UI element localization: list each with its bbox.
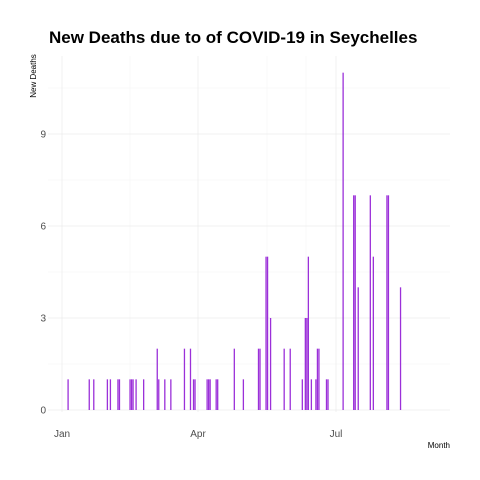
bar: [233, 348, 235, 410]
bar: [257, 348, 260, 410]
bar: [318, 348, 320, 410]
bar: [206, 379, 208, 410]
bar: [88, 379, 90, 410]
bar: [118, 379, 121, 410]
bar: [215, 379, 217, 410]
x-axis-title: Month: [428, 441, 450, 450]
bar: [109, 379, 112, 410]
bar: [117, 379, 119, 410]
y-tick-label: 0: [40, 406, 46, 417]
y-tick-label: 6: [40, 222, 46, 233]
bar: [301, 379, 303, 410]
bar: [387, 195, 390, 410]
bar: [372, 256, 374, 410]
x-tick-label: Jan: [54, 429, 70, 440]
bar: [354, 195, 356, 410]
bar: [156, 348, 158, 410]
bar: [217, 379, 219, 410]
bar: [194, 379, 196, 410]
bar: [399, 287, 402, 410]
bar: [307, 256, 310, 410]
x-axis-ticks: Jan Apr Jul: [54, 429, 342, 440]
bar: [129, 379, 131, 410]
bar: [67, 379, 69, 410]
bar: [158, 379, 160, 410]
bar: [325, 379, 328, 410]
bar: [93, 379, 95, 410]
y-axis-ticks: 0 3 6 9: [40, 130, 46, 417]
y-tick-label: 9: [40, 130, 46, 141]
chart-title: New Deaths due to of COVID-19 in Seychel…: [49, 28, 417, 47]
bar: [269, 318, 272, 410]
gridlines: [48, 56, 450, 412]
bar: [192, 379, 195, 410]
bar: [316, 348, 319, 410]
bar: [304, 318, 306, 410]
bar: [164, 379, 166, 410]
bar: [209, 379, 211, 410]
bar: [353, 195, 355, 410]
bar: [283, 348, 285, 410]
x-tick-label: Jul: [330, 429, 343, 440]
bar: [357, 287, 359, 410]
bar: [132, 379, 134, 410]
bars: [67, 72, 402, 411]
bar: [266, 256, 269, 410]
y-tick-label: 3: [40, 314, 46, 325]
bar: [289, 348, 291, 410]
bar: [242, 379, 245, 410]
bar: [259, 348, 261, 410]
bar: [143, 379, 145, 410]
bar: [130, 379, 133, 410]
bar: [369, 195, 371, 410]
bar: [386, 195, 388, 410]
bar: [310, 379, 313, 410]
bar: [327, 379, 329, 410]
bar: [135, 379, 137, 410]
bar: [183, 348, 186, 410]
y-axis-title: New Deaths: [29, 54, 38, 98]
bar: [207, 379, 210, 410]
bar: [315, 379, 317, 410]
x-tick-label: Apr: [190, 429, 206, 440]
bar: [342, 72, 344, 411]
bar: [265, 256, 267, 410]
bar: [106, 379, 109, 410]
bar: [306, 318, 308, 410]
bar: [189, 348, 192, 410]
bar: [170, 379, 172, 410]
